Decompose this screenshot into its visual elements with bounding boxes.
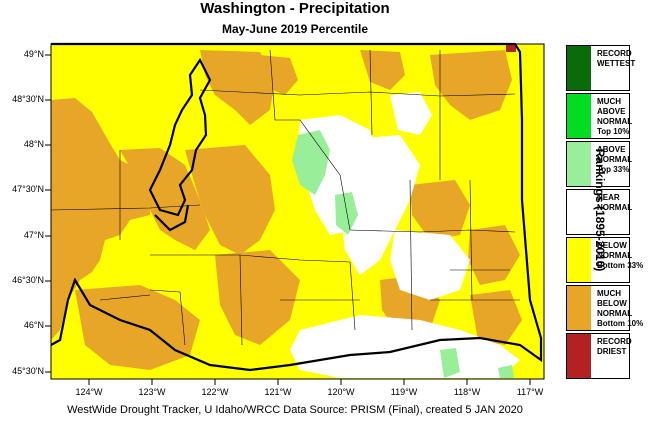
lon-label: 117°W bbox=[516, 387, 544, 397]
south-basin-normal-region bbox=[290, 315, 520, 378]
walla-wet-region bbox=[440, 348, 460, 378]
legend-swatch bbox=[567, 286, 591, 330]
okanogan-dry-region bbox=[260, 55, 298, 95]
chelan-wet-region bbox=[292, 130, 330, 195]
record-driest-spot bbox=[506, 44, 516, 52]
legend-swatch bbox=[567, 94, 591, 138]
legend-label: MUCH BELOW NORMAL Bottom 10% bbox=[597, 289, 644, 328]
lon-label: 118°W bbox=[453, 387, 481, 397]
lower-columbia-dry-region bbox=[75, 285, 200, 370]
state-outline bbox=[50, 42, 543, 372]
lat-label: 48°N bbox=[23, 139, 44, 149]
credit-line: WestWide Drought Tracker, U Idaho/WRCC D… bbox=[67, 404, 523, 416]
puget-dry-region bbox=[185, 145, 275, 255]
legend-label: NEAR NORMAL bbox=[597, 193, 633, 212]
lon-label: 122°W bbox=[201, 387, 229, 397]
north-cascades-dry-region bbox=[200, 50, 275, 125]
legend-label: RECORD DRIEST bbox=[597, 337, 632, 356]
longitude-ticks bbox=[88, 379, 531, 385]
legend-axis-title: Rankings (1895-2010) bbox=[593, 148, 607, 272]
grant-wet-region bbox=[335, 192, 358, 235]
legend-swatch bbox=[567, 142, 591, 186]
county-boundaries bbox=[50, 49, 520, 346]
legend-label: RECORD WETTEST bbox=[597, 49, 636, 68]
legend-label: ABOVE NORMAL Top 33% bbox=[597, 145, 633, 174]
asotin-dry-region bbox=[470, 290, 522, 345]
legend-swatch bbox=[567, 238, 591, 282]
lat-label: 49°N bbox=[23, 49, 44, 59]
lon-label: 120°W bbox=[327, 387, 355, 397]
lincoln-dry-region bbox=[410, 180, 470, 240]
legend-label: BELOW NORMAL Bottom 33% bbox=[597, 241, 644, 270]
southeast-wet-region bbox=[498, 365, 514, 378]
lat-label: 45°30'N bbox=[12, 366, 44, 376]
legend-swatch bbox=[567, 190, 591, 234]
legend-label: MUCH ABOVE NORMAL Top 10% bbox=[597, 97, 633, 136]
legend-item-much-below-normal: MUCH BELOW NORMAL Bottom 10% bbox=[566, 285, 643, 331]
lon-label: 121°W bbox=[264, 387, 292, 397]
map-frame bbox=[50, 43, 545, 380]
grant-normal-region bbox=[340, 135, 420, 275]
map-title: Washington - Precipitation bbox=[200, 0, 390, 17]
legend-item-much-above-normal: MUCH ABOVE NORMAL Top 10% bbox=[566, 93, 632, 139]
legend-item-record-wettest: RECORD WETTEST bbox=[566, 45, 635, 91]
northeast-dry-region bbox=[430, 50, 512, 120]
olympics-dry-region bbox=[120, 148, 210, 250]
lon-label: 124°W bbox=[75, 387, 103, 397]
legend-swatch bbox=[567, 334, 591, 378]
legend-item-record-driest: RECORD DRIEST bbox=[566, 333, 632, 379]
adams-normal-region bbox=[390, 230, 470, 300]
above-normal-regions bbox=[292, 130, 514, 378]
lat-label: 48°30'N bbox=[12, 94, 44, 104]
south-cascades-dry-region bbox=[215, 250, 300, 345]
lon-label: 119°W bbox=[390, 387, 418, 397]
legend-item-above-normal: ABOVE NORMAL Top 33% bbox=[566, 141, 632, 187]
lat-label: 47°N bbox=[23, 230, 44, 240]
lat-label: 47°30'N bbox=[12, 184, 44, 194]
lincoln-north-normal-region bbox=[390, 92, 432, 135]
lat-label: 46°N bbox=[23, 320, 44, 330]
ferry-dry-region bbox=[360, 50, 405, 90]
legend-swatch bbox=[567, 46, 591, 90]
latitude-ticks bbox=[45, 54, 51, 373]
lon-label: 123°W bbox=[138, 387, 166, 397]
puget-sound-outline bbox=[148, 57, 212, 232]
lat-label: 46°30'N bbox=[12, 275, 44, 285]
legend-item-below-normal: BELOW NORMAL Bottom 33% bbox=[566, 237, 643, 283]
map-subtitle: May-June 2019 Percentile bbox=[221, 22, 369, 36]
legend-item-near-normal: NEAR NORMAL bbox=[566, 189, 632, 235]
